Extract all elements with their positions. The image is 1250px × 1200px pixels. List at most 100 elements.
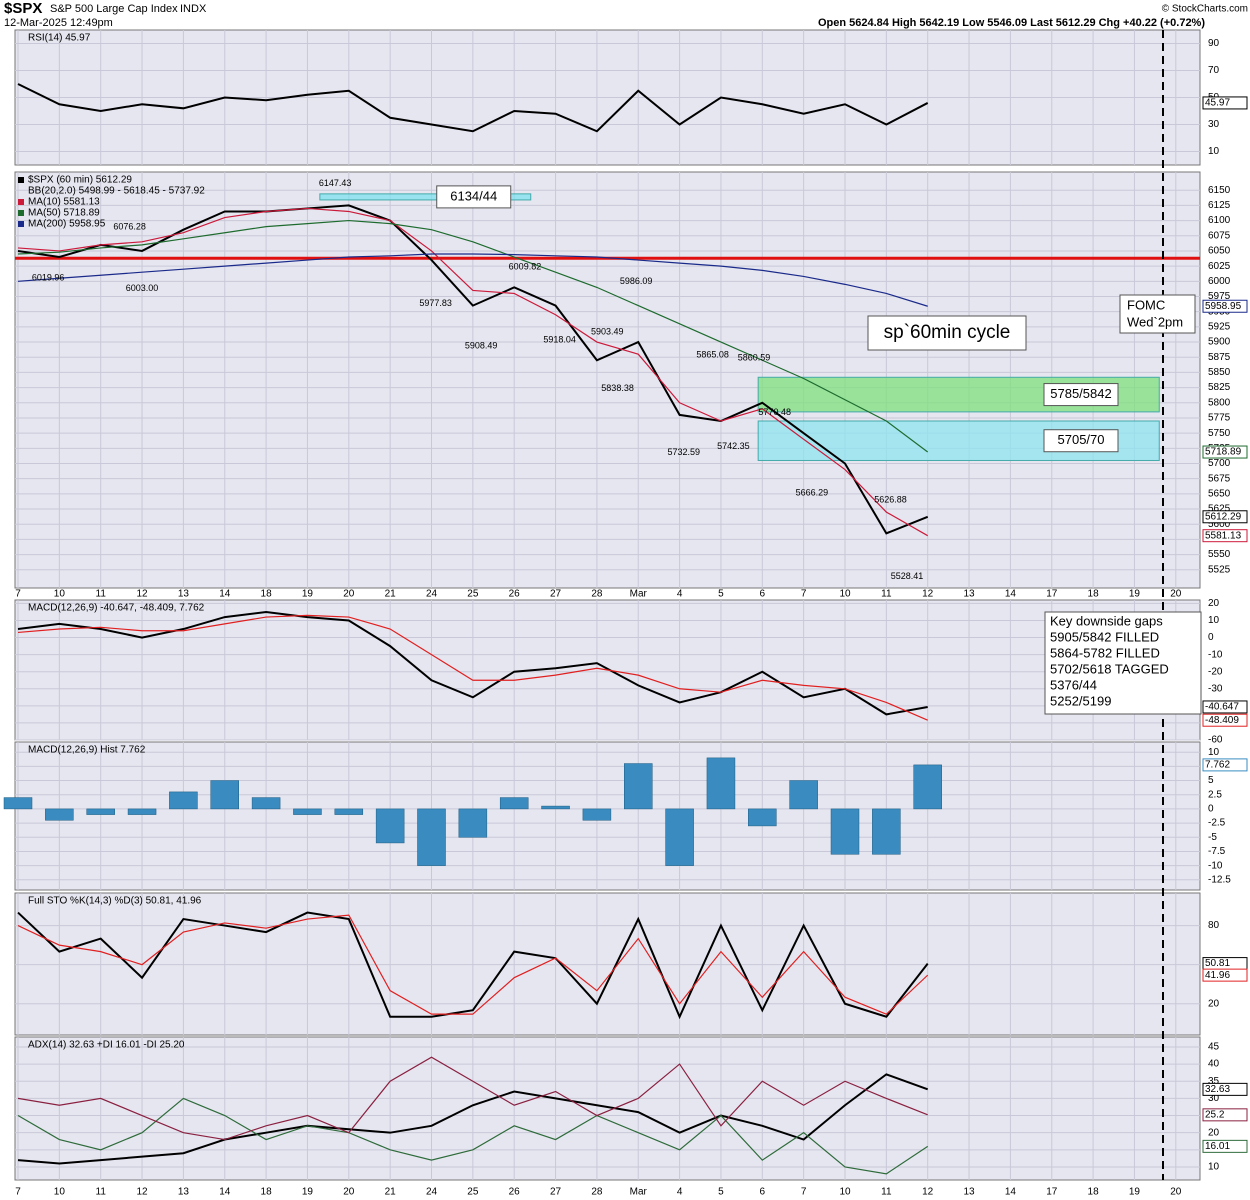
bar [706,757,736,810]
value-tag [1202,1082,1248,1096]
cycle-label: sp`60min cycle [884,322,1011,343]
y-tick-label: 5925 [1208,322,1231,333]
y-tick-label: 30 [1208,1093,1220,1104]
y-tick-label: 6125 [1208,200,1231,211]
bar [499,797,529,810]
zone-label-box [1043,429,1119,453]
x-tick-label: Mar [630,589,648,600]
series-line [17,1097,929,1175]
zone-label-box [436,185,512,209]
x-tick-label: 13 [963,1187,975,1198]
quote: Open 5624.84 High 5642.19 Low 5546.09 La… [818,17,1205,29]
bar [293,808,322,815]
fomc-label: Wed`2pm [1127,314,1183,329]
y-tick-label: 6000 [1208,276,1231,287]
x-tick-label: Mar [630,1187,648,1198]
x-tick-label: 11 [881,589,892,600]
x-tick-label: 14 [1005,1187,1017,1198]
value-tag-label: 5612.29 [1205,511,1242,522]
bar [127,808,157,815]
bar [417,808,446,866]
x-tick-label: 11 [96,589,107,600]
y-tick-label: 6150 [1208,185,1231,196]
panel-legend: Full STO %K(14,3) %D(3) 50.81, 41.96 [28,896,202,907]
bar [665,808,694,866]
series-line [17,614,928,721]
x-tick-label: 13 [178,1187,190,1198]
x-tick-label: 12 [136,1187,148,1198]
zone-label-box [1043,383,1119,407]
x-tick-label: 10 [54,589,66,600]
legend-swatch [18,221,24,227]
y-tick-label: 6100 [1208,215,1231,226]
legend-swatch [18,177,24,183]
series-line [17,253,928,307]
y-tick-label: 6025 [1208,261,1231,272]
x-tick-label: 21 [385,589,397,600]
bar [169,791,198,810]
y-tick-label: 70 [1208,65,1220,76]
panel-legend: MACD(12,26,9) Hist 7.762 [28,745,146,756]
y-tick-label: 10 [1208,146,1220,157]
bar [45,808,74,821]
low-label: 5528.41 [891,571,924,581]
y-tick-label: -10 [1208,649,1223,660]
y-tick-label: 20 [1208,998,1220,1009]
y-tick-label: 10 [1208,615,1220,626]
y-tick-label: 80 [1208,920,1220,931]
bar [3,797,33,810]
symbol-name: S&P 500 Large Cap Index [50,3,178,15]
value-tag-label: 16.01 [1205,1141,1230,1152]
x-tick-label: 28 [591,1187,603,1198]
y-tick-label: 6050 [1208,246,1231,257]
x-tick-label: 20 [1170,1187,1182,1198]
legend-entry: MA(50) 5718.89 [28,208,100,219]
bar [458,808,488,838]
bar [789,780,818,810]
x-tick-label: 10 [839,589,851,600]
series-line [17,207,928,537]
y-tick-label: 20 [1208,598,1220,609]
panel-legend: ADX(14) 32.63 +DI 16.01 -DI 25.20 [28,1040,185,1051]
x-tick-label: 18 [261,1187,273,1198]
bar [582,808,612,821]
high-label: 5986.09 [620,276,653,286]
y-tick-label: -12.5 [1208,874,1231,885]
y-tick-label: -60 [1208,735,1223,746]
value-tag-label: 41.96 [1205,970,1230,981]
x-tick-label: 25 [467,1187,479,1198]
y-tick-label: 40 [1208,1059,1220,1070]
value-tag [1202,968,1248,982]
high-label: 5865.08 [696,350,729,360]
y-tick-label: 5875 [1208,352,1231,363]
x-tick-label: 19 [1129,589,1141,600]
x-tick-label: 4 [677,1187,683,1198]
value-tag-label: 45.97 [1205,98,1230,109]
x-tick-label: 5 [718,1187,724,1198]
x-tick-label: 10 [839,1187,851,1198]
low-label: 5732.59 [667,447,700,457]
bar [872,808,901,855]
x-tick-label: 12 [136,589,148,600]
zone-label: 6134/44 [450,188,497,203]
low-label: 5908.49 [465,340,498,350]
credit: © StockCharts.com [1162,4,1248,15]
x-tick-label: 24 [426,1187,438,1198]
bar [748,808,777,827]
x-tick-label: 13 [178,589,190,600]
x-tick-label: 14 [219,589,231,600]
low-label: 6003.00 [126,283,159,293]
legend-entry: MA(10) 5581.13 [28,197,100,208]
y-tick-label: -10 [1208,860,1223,871]
y-tick-label: 20 [1208,1127,1220,1138]
y-tick-label: 5850 [1208,367,1231,378]
y-tick-label: 5900 [1208,337,1231,348]
y-tick-label: 10 [1208,1162,1220,1173]
x-tick-label: 14 [1005,589,1017,600]
value-tag-label: 5958.95 [1205,301,1242,312]
high-label: 6076.28 [113,221,146,231]
plots: 7 10 11 12 13 14 18 19 20 21 24 25 26 27 28 Mar 4 5 6 7 10 11… [3,29,1248,1198]
y-tick-label: 5625 [1208,504,1231,515]
y-tick-label: 0 [1208,632,1214,643]
low-label: 6019.96 [32,273,65,283]
